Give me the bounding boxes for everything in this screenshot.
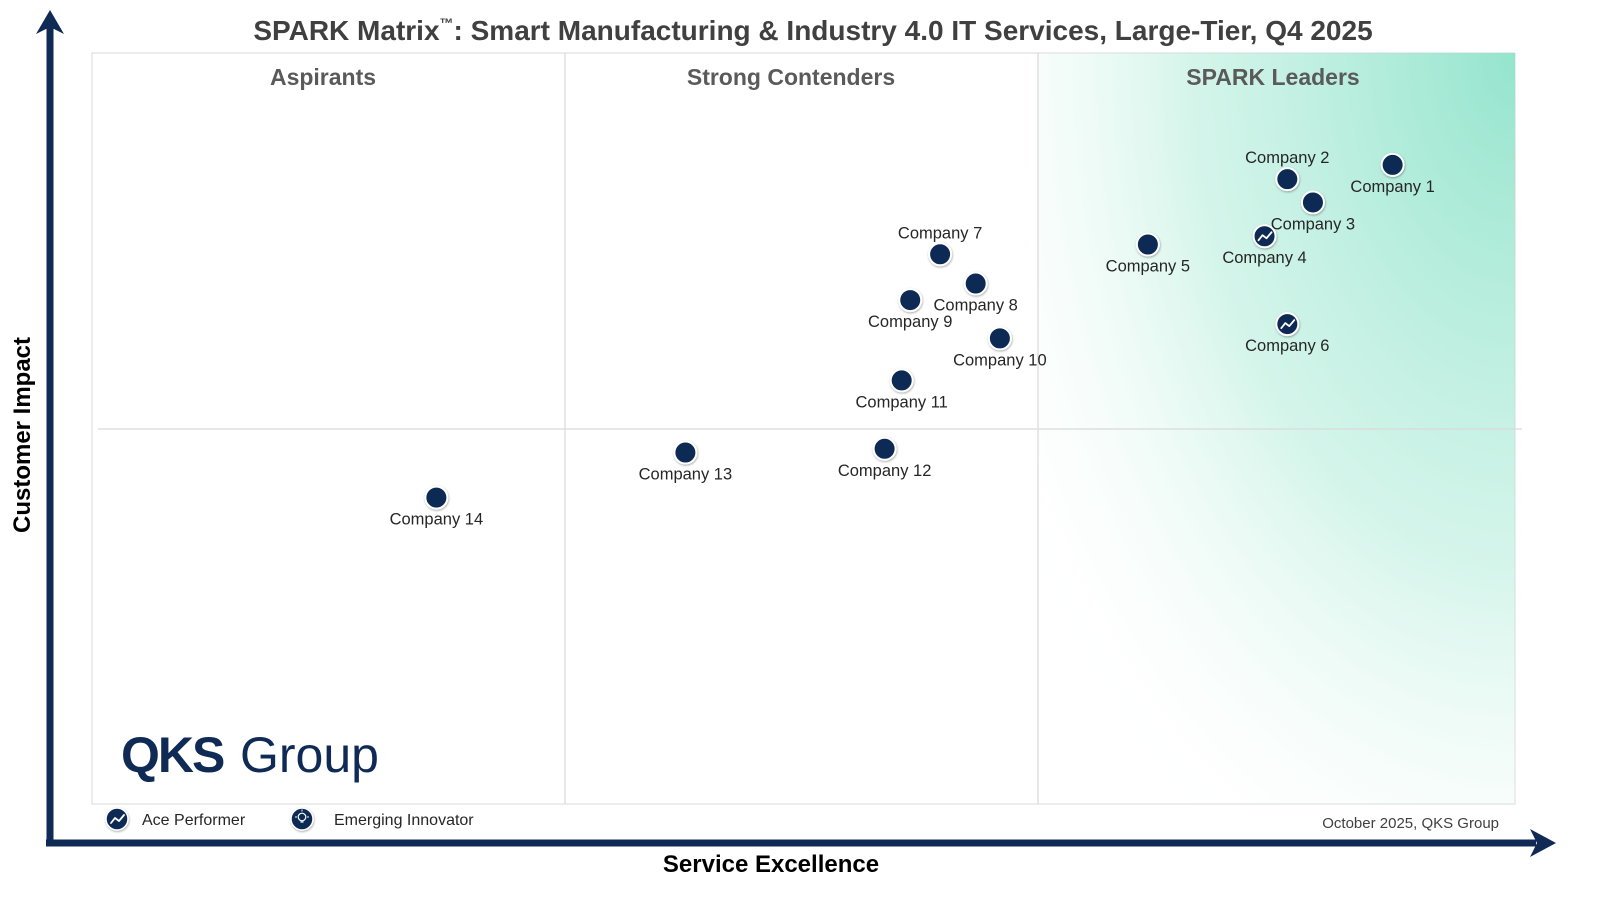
data-point-company-10: Company 10: [953, 326, 1047, 369]
point-marker: [928, 242, 953, 267]
data-point-company-8: Company 8: [933, 271, 1018, 315]
point-marker: [963, 271, 988, 296]
data-point-company-9: Company 9: [868, 288, 952, 331]
y-axis-arrow: [36, 10, 64, 846]
point-label: Company 8: [933, 297, 1017, 315]
footer-date-source: October 2025, QKS Group: [1322, 815, 1499, 832]
y-axis-label: Customer Impact: [9, 337, 36, 533]
qks-group-logo: QKS Group: [121, 727, 379, 783]
trend-up-icon: [1257, 231, 1273, 242]
data-point-company-12: Company 12: [838, 436, 932, 480]
data-point-company-3: Company 3: [1271, 190, 1355, 233]
chart-title: SPARK Matrix™: Smart Manufacturing & Ind…: [253, 15, 1372, 46]
point-label: Company 13: [639, 466, 733, 484]
point-label: Company 1: [1350, 178, 1434, 196]
point-label: Company 7: [898, 224, 982, 242]
legend-emerging-innovator-label: Emerging Innovator: [334, 812, 474, 829]
x-axis-label: Service Excellence: [663, 851, 879, 878]
region-label-strong-contenders: Strong Contenders: [687, 64, 895, 90]
legend-ace-performer-label: Ace Performer: [142, 812, 246, 829]
point-marker: [424, 485, 449, 510]
logo-regular-text: Group: [240, 727, 379, 783]
data-point-company-5: Company 5: [1106, 232, 1190, 276]
point-label: Company 12: [838, 462, 932, 480]
region-label-spark-leaders: SPARK Leaders: [1186, 64, 1359, 90]
legend: Ace Performer Emerging Innovator: [105, 807, 474, 831]
point-label: Company 4: [1222, 249, 1306, 267]
x-axis-arrow: [46, 829, 1556, 857]
legend-ace-performer-icon: [105, 807, 129, 831]
legend-emerging-innovator-icon: [290, 807, 314, 831]
point-marker: [1380, 152, 1405, 177]
chart-title-rest: : Smart Manufacturing & Industry 4.0 IT …: [454, 15, 1373, 46]
point-marker: [987, 326, 1012, 351]
point-marker: [889, 368, 914, 393]
data-point-company-13: Company 13: [639, 440, 733, 484]
data-point-company-6: Company 6: [1245, 312, 1330, 355]
data-point-company-2: Company 2: [1245, 149, 1330, 192]
point-label: Company 11: [856, 393, 948, 411]
point-marker: [872, 436, 897, 461]
data-point-company-4: Company 4: [1222, 224, 1307, 267]
point-marker: [1135, 232, 1160, 257]
trademark-mark: ™: [440, 15, 454, 31]
data-point-company-7: Company 7: [898, 224, 982, 267]
data-point-company-1: Company 1: [1350, 152, 1435, 196]
point-label: Company 9: [868, 313, 952, 331]
point-label: Company 3: [1271, 215, 1355, 233]
data-points: Company 1 Company 2 Company 3 Company 4 Comp…: [390, 149, 1435, 528]
point-label: Company 6: [1245, 337, 1329, 355]
point-marker: [1275, 167, 1300, 192]
point-label: Company 14: [390, 511, 484, 529]
chart-title-main: SPARK Matrix: [253, 15, 440, 46]
point-marker: [898, 288, 923, 313]
point-label: Company 5: [1106, 258, 1190, 276]
region-label-aspirants: Aspirants: [270, 64, 376, 90]
point-label: Company 10: [953, 351, 1047, 369]
point-marker: [673, 440, 698, 465]
logo-bold-text: QKS: [121, 727, 224, 783]
point-label: Company 2: [1245, 149, 1329, 167]
point-marker: [1300, 190, 1325, 215]
data-point-company-11: Company 11: [856, 368, 948, 411]
data-point-company-14: Company 14: [390, 485, 484, 529]
trend-up-icon: [1280, 319, 1296, 330]
